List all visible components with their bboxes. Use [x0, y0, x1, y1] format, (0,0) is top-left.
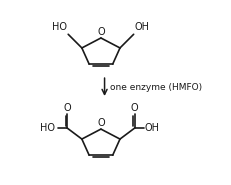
Text: one enzyme (HMFO): one enzyme (HMFO) — [110, 83, 202, 92]
Text: O: O — [64, 103, 71, 113]
Text: HO: HO — [40, 123, 55, 133]
Text: O: O — [131, 103, 138, 113]
Text: OH: OH — [135, 22, 149, 32]
Text: O: O — [97, 27, 105, 37]
Text: O: O — [97, 118, 105, 128]
Text: OH: OH — [145, 123, 160, 133]
Text: HO: HO — [52, 22, 67, 32]
